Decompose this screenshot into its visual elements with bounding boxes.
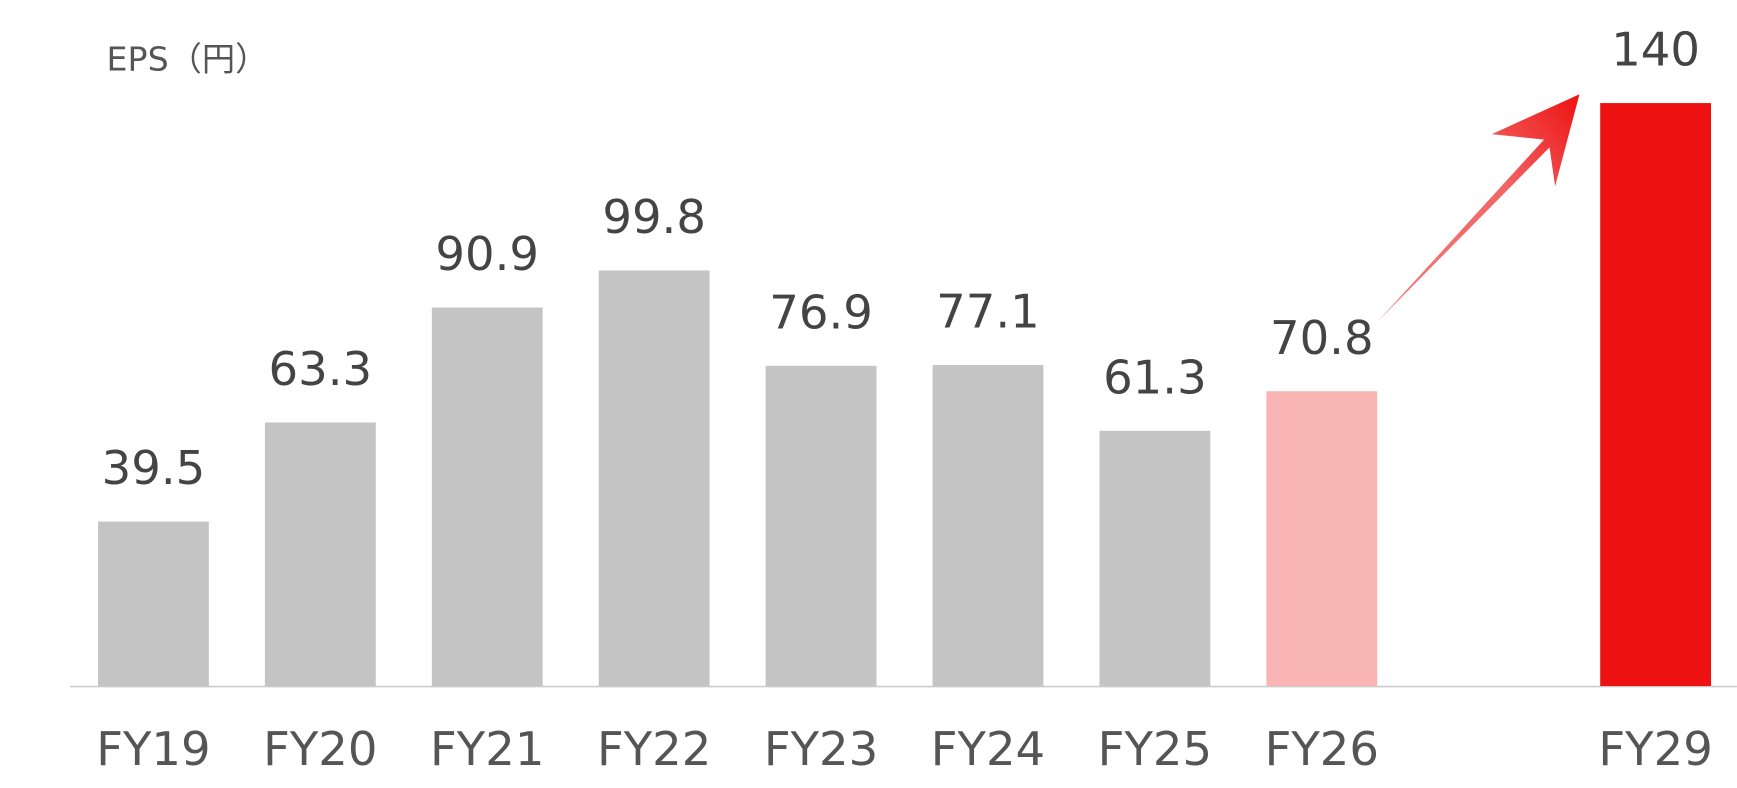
growth-arrow — [1377, 94, 1580, 322]
bar — [765, 365, 877, 687]
x-tick-label: FY19 — [96, 722, 210, 776]
bar — [932, 364, 1044, 687]
bar — [598, 270, 710, 687]
x-tick-label: FY25 — [1098, 722, 1212, 776]
x-tick-label: FY20 — [263, 722, 377, 776]
bar — [1600, 103, 1712, 687]
bar — [264, 422, 376, 687]
value-label: 90.9 — [435, 227, 539, 281]
value-label: 39.5 — [102, 441, 206, 495]
x-tick-label: FY26 — [1265, 722, 1379, 776]
value-label: 76.9 — [769, 285, 873, 339]
value-label: 140 — [1611, 23, 1700, 77]
bar — [431, 307, 543, 687]
x-tick-label: FY23 — [764, 722, 878, 776]
x-tick-label: FY21 — [430, 722, 544, 776]
value-label: 61.3 — [1103, 350, 1207, 404]
bar — [98, 521, 209, 687]
value-label: 99.8 — [602, 190, 706, 244]
value-label: 77.1 — [936, 285, 1040, 339]
chart-title: EPS（円） — [107, 39, 269, 78]
value-label: 70.8 — [1270, 311, 1374, 365]
bar — [1099, 430, 1211, 687]
x-tick-label: FY24 — [931, 722, 1045, 776]
x-tick-label: FY22 — [597, 722, 711, 776]
value-label: 63.3 — [269, 342, 373, 396]
bar — [1266, 391, 1378, 687]
x-tick-label: FY29 — [1598, 722, 1712, 776]
